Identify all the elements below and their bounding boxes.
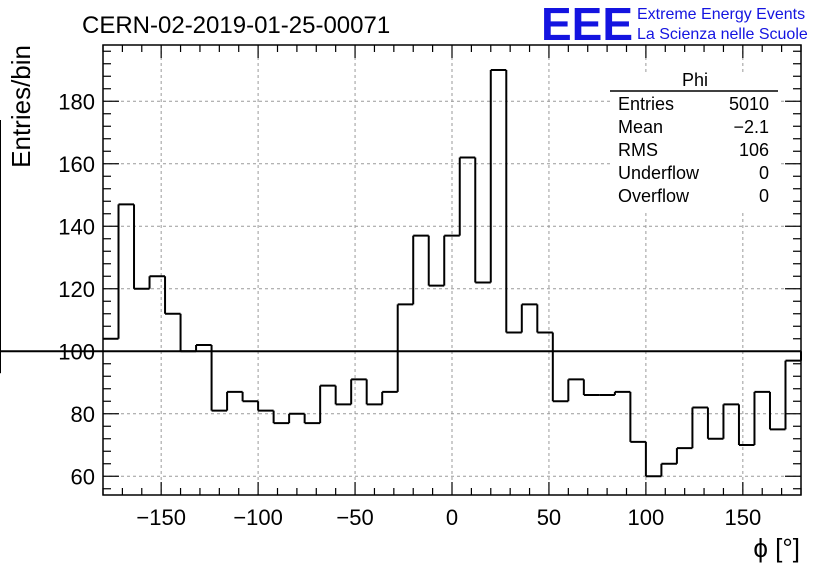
stats-value: 0 bbox=[759, 186, 769, 206]
x-tick-label: 50 bbox=[537, 505, 561, 530]
x-tick-label: 100 bbox=[628, 505, 665, 530]
tick-labels: −150 −100 −50 0 50 100 150 60 80 100 120 140 160 180 bbox=[58, 89, 761, 530]
stats-label: RMS bbox=[618, 140, 658, 160]
logo-tagline-2: La Scienza nelle Scuole bbox=[637, 26, 808, 43]
x-axis-title: ϕ [°] bbox=[753, 533, 800, 563]
y-tick-label: 100 bbox=[58, 339, 95, 364]
stats-label: Mean bbox=[618, 117, 663, 137]
stats-box-background bbox=[612, 72, 778, 212]
y-tick-label: 80 bbox=[71, 402, 95, 427]
x-tick-label: −100 bbox=[233, 505, 283, 530]
stats-label: Underflow bbox=[618, 163, 700, 183]
plot-frame bbox=[102, 44, 802, 496]
axis-ticks bbox=[102, 45, 802, 495]
y-tick-label: 160 bbox=[58, 152, 95, 177]
x-tick-label: 150 bbox=[724, 505, 761, 530]
stats-value: 0 bbox=[759, 163, 769, 183]
stats-value: 5010 bbox=[729, 94, 769, 114]
y-tick-label: 180 bbox=[58, 89, 95, 114]
stats-label: Overflow bbox=[618, 186, 690, 206]
stats-label: Entries bbox=[618, 94, 674, 114]
histogram-series bbox=[0, 69, 802, 478]
stats-title: Phi bbox=[682, 70, 708, 90]
x-tick-label: −150 bbox=[136, 505, 186, 530]
y-axis-title: Entries/bin bbox=[6, 45, 36, 168]
stats-value: 106 bbox=[739, 140, 769, 160]
y-tick-label: 140 bbox=[58, 214, 95, 239]
stats-box: Phi Entries 5010 Mean −2.1 RMS 106 Under… bbox=[610, 70, 778, 212]
y-tick-label: 60 bbox=[71, 464, 95, 489]
logo-tagline-1: Extreme Energy Events bbox=[637, 6, 805, 23]
run-title: CERN-02-2019-01-25-00071 bbox=[82, 12, 390, 39]
stats-value: −2.1 bbox=[733, 117, 769, 137]
eee-logo: EEE bbox=[541, 0, 633, 50]
x-tick-label: 0 bbox=[446, 505, 458, 530]
y-tick-label: 120 bbox=[58, 277, 95, 302]
x-tick-label: −50 bbox=[336, 505, 373, 530]
